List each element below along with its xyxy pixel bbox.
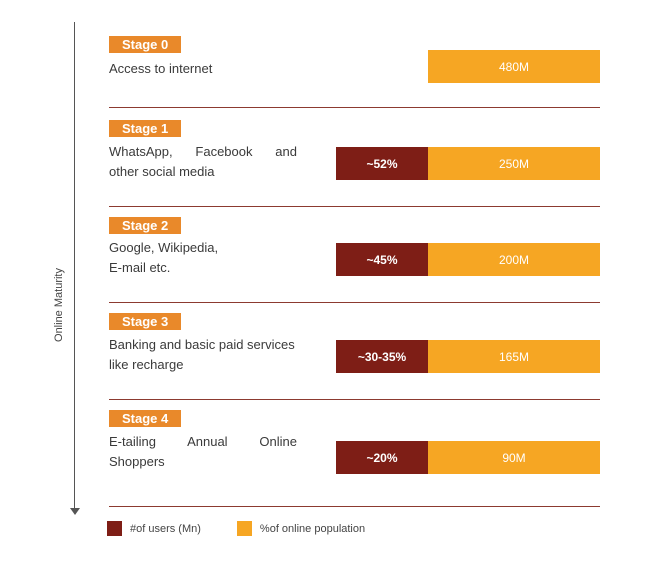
divider	[109, 302, 600, 303]
legend: #of users (Mn) %of online population	[107, 521, 365, 536]
legend-swatch	[236, 521, 252, 536]
description-line: like recharge	[109, 357, 184, 372]
description-line: other social media	[109, 164, 215, 179]
stage-badge: Stage 4	[109, 410, 182, 427]
legend-swatch	[107, 521, 122, 536]
population-bar: 90M	[428, 441, 600, 474]
population-bar: 250M	[428, 147, 600, 180]
stage-description: Access to internet	[109, 59, 297, 79]
description-line: WhatsApp, Facebook and	[109, 144, 297, 159]
bar-label: 90M	[502, 450, 526, 465]
users-bar: ~45%	[336, 243, 428, 276]
description-line: Banking and basic paid services	[109, 337, 295, 352]
stage-description: Google, Wikipedia, E-mail etc.	[109, 238, 297, 278]
description-line: Shoppers	[109, 454, 165, 469]
stage-badge: Stage 0	[109, 36, 182, 53]
description-line: Access to internet	[109, 61, 213, 76]
axis-arrow-down-icon	[70, 508, 80, 515]
bar-label: ~45%	[366, 252, 398, 267]
legend-label: %of online population	[259, 522, 366, 535]
stage-description: WhatsApp, Facebook and other social medi…	[109, 142, 297, 182]
bar-label: ~52%	[366, 156, 398, 171]
stage-description: Banking and basic paid services like rec…	[109, 335, 297, 375]
bar-label: 250M	[498, 156, 530, 171]
users-bar: ~20%	[336, 441, 428, 474]
description-line: Google, Wikipedia,	[109, 240, 219, 255]
stage-badge: Stage 1	[109, 120, 182, 137]
population-bar: 480M	[428, 50, 600, 83]
population-bar: 200M	[428, 243, 600, 276]
population-bar: 165M	[428, 340, 600, 373]
bar-label: 165M	[498, 349, 530, 364]
bar-label: ~30-35%	[357, 349, 407, 364]
bar-label: ~20%	[366, 450, 398, 465]
stage-badge: Stage 3	[109, 313, 182, 330]
legend-item-users: #of users (Mn)	[107, 521, 201, 536]
bar-label: 200M	[498, 252, 530, 267]
legend-item-population: %of online population	[236, 521, 366, 536]
legend-label: #of users (Mn)	[130, 522, 201, 535]
divider	[109, 206, 600, 207]
stage-badge: Stage 2	[109, 217, 182, 234]
divider	[109, 506, 600, 507]
users-bar: ~52%	[336, 147, 428, 180]
axis-line	[74, 22, 75, 510]
divider	[109, 107, 600, 108]
description-line: E-mail etc.	[109, 260, 171, 275]
description-line: E-tailing Annual Online	[109, 434, 297, 449]
bar-label: 480M	[498, 59, 530, 74]
users-bar: ~30-35%	[336, 340, 428, 373]
stage-description: E-tailing Annual Online Shoppers	[109, 432, 297, 472]
divider	[109, 399, 600, 400]
